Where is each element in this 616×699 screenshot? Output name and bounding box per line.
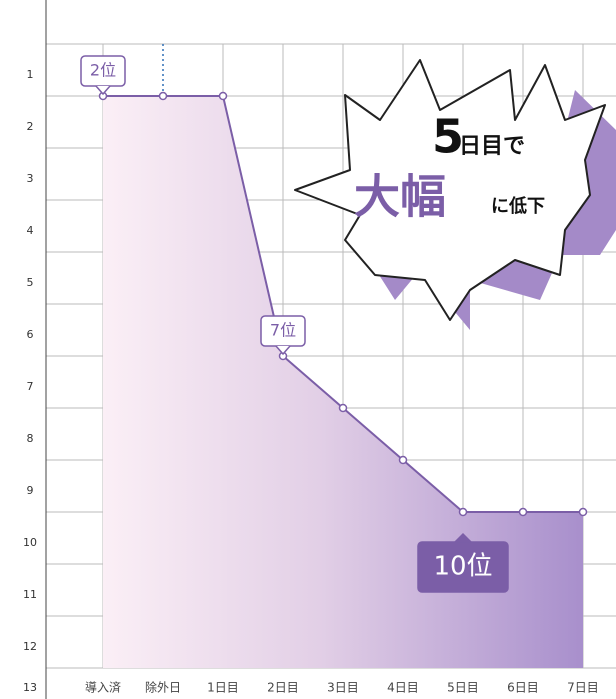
y-tick-label: 4 [27,224,34,237]
y-tick-label: 3 [27,172,34,185]
point [158,91,168,101]
y-tick-label: 7 [27,380,34,393]
point [218,91,228,101]
x-tick-label: 7日目 [567,681,599,695]
point [458,507,468,517]
data-label: 7位 [270,321,296,340]
y-tick-label: 12 [23,640,37,653]
callout-tail [454,532,472,543]
x-tick-label: 導入済 [85,680,121,695]
callout-text: に低下 [491,195,545,217]
y-tick-label: 13 [23,681,37,694]
x-tick-label: 除外日 [145,680,181,695]
point [578,507,588,517]
y-tick-label: 9 [27,484,34,497]
y-tick-label: 11 [23,588,37,601]
callout-text: 5 [432,110,464,164]
callout-tail [95,85,111,96]
callout-text: 大幅 [354,170,446,224]
burst [294,59,616,330]
callout-tail [275,345,291,356]
y-tick-label: 10 [23,536,37,549]
point [518,507,528,517]
point [338,403,348,413]
data-label: 10位 [433,552,492,582]
point [398,455,408,465]
callout-text: 日目で [459,134,525,159]
x-tick-label: 1日目 [207,681,239,695]
x-tick-label: 5日目 [447,681,479,695]
y-tick-label: 1 [27,68,34,81]
x-tick-label: 6日目 [507,681,539,695]
data-label: 2位 [90,61,116,80]
y-tick-label: 2 [27,120,34,133]
x-tick-label: 4日目 [387,681,419,695]
y-tick-label: 8 [27,432,34,445]
x-tick-label: 3日目 [327,681,359,695]
x-tick-label: 2日目 [267,681,299,695]
area [103,96,583,668]
y-tick-label: 6 [27,328,34,341]
burst-bubble [294,59,606,321]
y-tick-label: 5 [27,276,34,289]
